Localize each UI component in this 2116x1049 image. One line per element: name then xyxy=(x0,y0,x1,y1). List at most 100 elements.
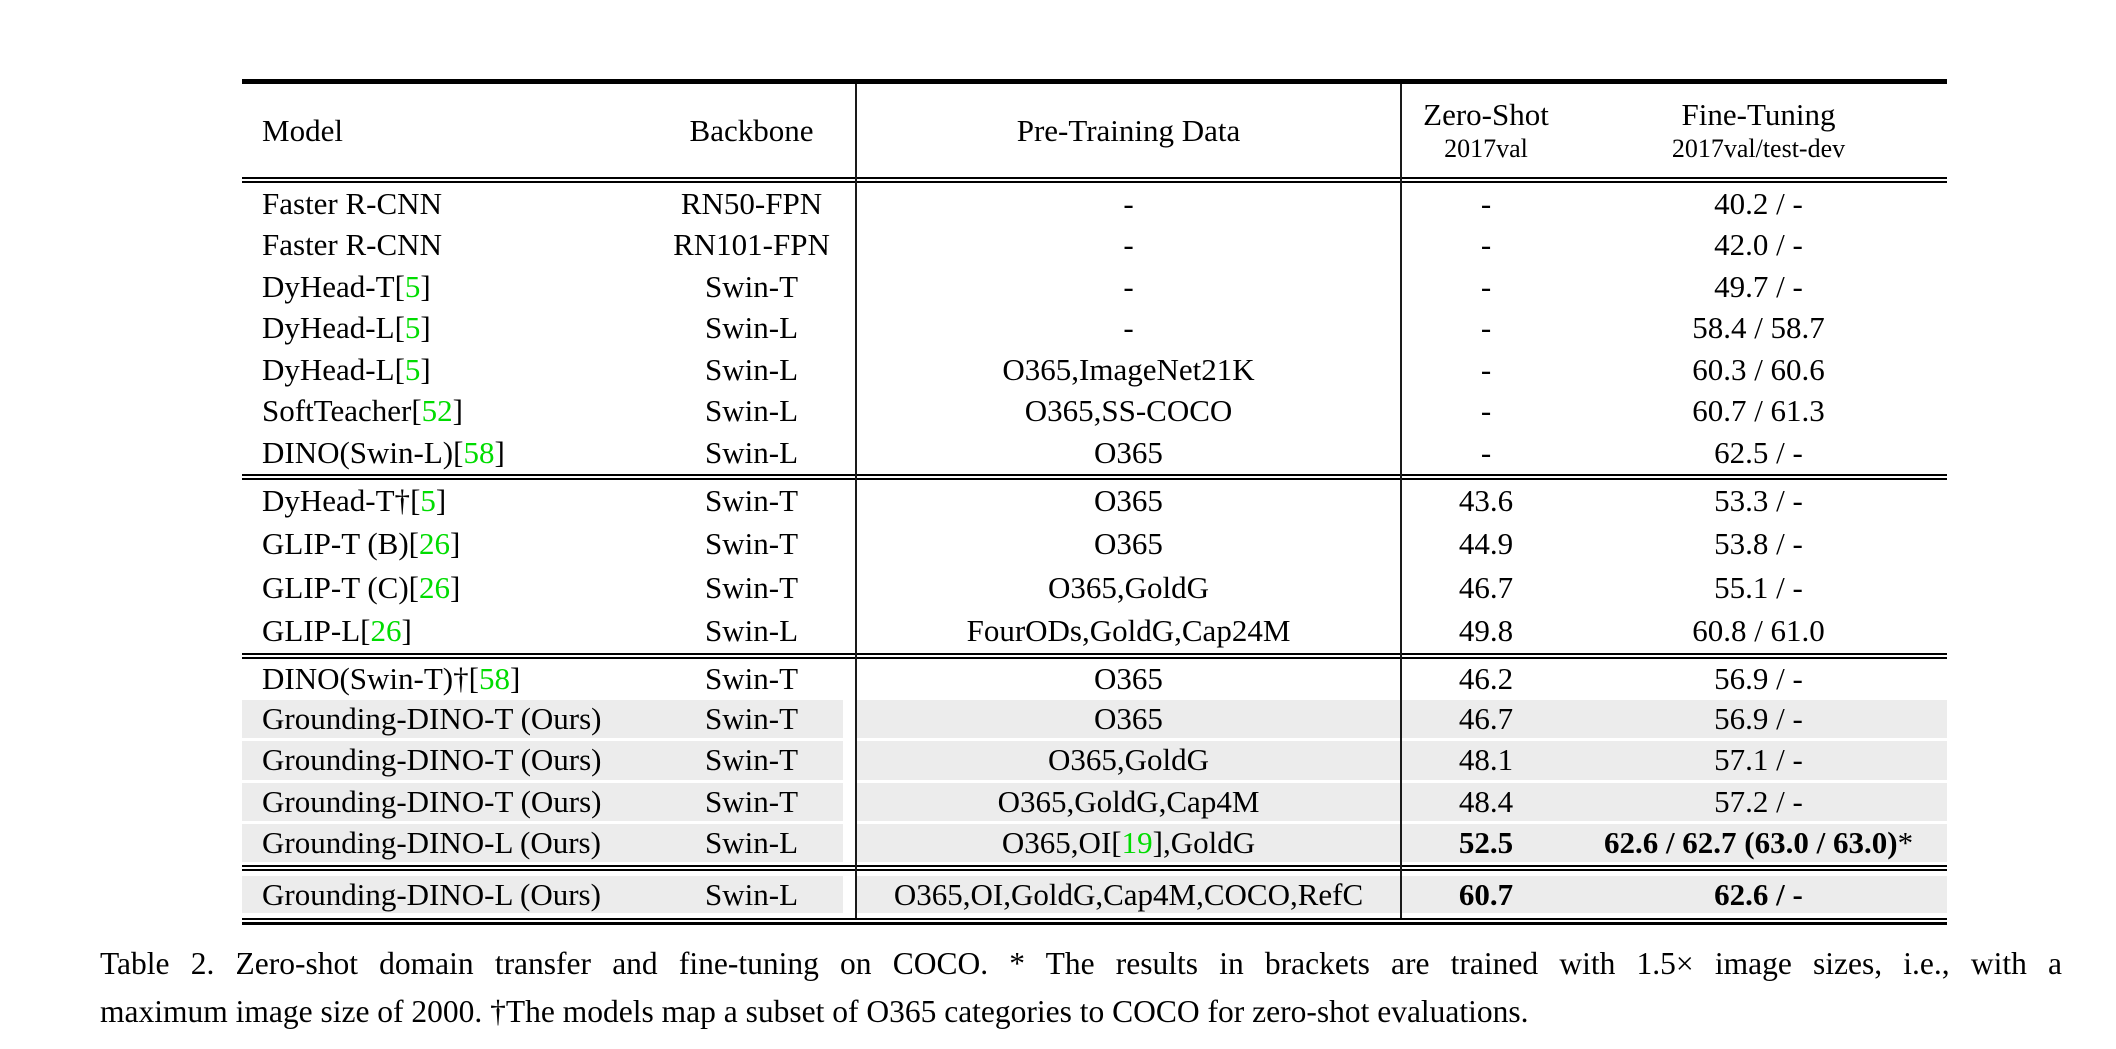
pretrain-text: O365 xyxy=(1094,526,1163,562)
fine-tuning-cell: 42.0 / - xyxy=(1570,225,1947,267)
citation-bracket-close: ] xyxy=(1152,825,1163,861)
fine-tuning-value: 49.7 / - xyxy=(1714,268,1803,304)
model-name: DyHead-T† xyxy=(262,483,411,519)
table-row: Faster R-CNN RN50-FPN - - 40.2 / - xyxy=(242,183,1947,225)
row-gap xyxy=(843,349,855,391)
citation-bracket-open: [ xyxy=(468,661,479,697)
model-name: Faster R-CNN xyxy=(262,227,442,263)
backbone-cell: Swin-T xyxy=(705,268,798,304)
pretrain-text: O365 xyxy=(1094,701,1163,737)
model-cell: DyHead-T [5] xyxy=(242,266,660,308)
backbone-cell: Swin-T xyxy=(660,699,843,739)
model-cell: SoftTeacher [52] xyxy=(242,391,660,433)
model-name: GLIP-L xyxy=(262,612,361,648)
table-block-4: Grounding-DINO-L (Ours) Swin-L O365,OI,G… xyxy=(242,871,1947,918)
header-zero-shot-subtitle: 2017val xyxy=(1444,134,1528,164)
fine-tuning-cell: 57.1 / - xyxy=(1570,741,1947,780)
fine-tuning-value: 53.8 / - xyxy=(1714,526,1803,562)
row-gap xyxy=(843,480,855,523)
model-cell: Faster R-CNN xyxy=(242,183,660,225)
backbone-cell: Swin-T xyxy=(705,526,798,562)
pretrain-text: - xyxy=(1123,310,1134,346)
row-gap xyxy=(843,266,855,308)
citation-bracket-close: ] xyxy=(401,612,412,648)
fine-tuning-cell: 62.6 / 62.7 (63.0 / 63.0) * xyxy=(1570,824,1947,863)
model-name: DINO(Swin-L) xyxy=(262,434,454,470)
zero-shot-value: - xyxy=(1480,434,1492,470)
fine-tuning-value: 40.2 / - xyxy=(1714,185,1803,221)
fine-tuning-value: 62.6 / - xyxy=(1714,876,1803,912)
pretrain-text: - xyxy=(1123,185,1134,221)
model-cell: Grounding-DINO-T (Ours) xyxy=(242,782,660,822)
fine-tuning-cell: 53.3 / - xyxy=(1570,480,1947,523)
zero-shot-cell: 52.5 xyxy=(1402,824,1570,863)
citation-number: 26 xyxy=(370,612,402,648)
citation-number: 19 xyxy=(1121,825,1153,861)
table-row: Faster R-CNN RN101-FPN - - 42.0 / - xyxy=(242,225,1947,267)
table-row: DyHead-L [5] Swin-L - - 58.4 / 58.7 xyxy=(242,308,1947,350)
block-separator-rule xyxy=(242,865,1947,872)
backbone-cell: Swin-T xyxy=(660,741,843,780)
model-name: Grounding-DINO-T (Ours) xyxy=(262,742,602,778)
citation-bracket-open: [ xyxy=(453,434,464,470)
zero-shot-value: - xyxy=(1480,351,1492,387)
zero-shot-cell: - xyxy=(1402,183,1570,225)
backbone-cell: Swin-L xyxy=(705,393,798,429)
zero-shot-value: 49.8 xyxy=(1458,612,1514,648)
model-name: GLIP-T (B) xyxy=(262,526,409,562)
pretrain-text: O365,SS-COCO xyxy=(1024,393,1233,429)
row-gap xyxy=(843,876,855,914)
model-name: DINO(Swin-T)† xyxy=(262,661,469,697)
header-zero-shot-title: Zero-Shot xyxy=(1423,96,1549,132)
zero-shot-value: - xyxy=(1480,393,1492,429)
row-gap xyxy=(843,566,855,609)
row-gap xyxy=(843,183,855,225)
citation-bracket-open: [ xyxy=(394,268,405,304)
fine-tuning-cell: 40.2 / - xyxy=(1570,183,1947,225)
zero-shot-cell: - xyxy=(1402,432,1570,474)
pretraining-data-cell: - xyxy=(857,266,1400,308)
model-name: SoftTeacher xyxy=(262,393,412,429)
model-cell: Grounding-DINO-T (Ours) xyxy=(242,699,660,739)
pretraining-data-cell: O365,OI,GoldG,Cap4M,COCO,RefC xyxy=(857,876,1400,914)
fine-tuning-cell: 53.8 / - xyxy=(1570,523,1947,566)
zero-shot-value: 52.5 xyxy=(1458,825,1514,861)
model-name: DyHead-T xyxy=(262,268,395,304)
pretraining-data-cell: O365,SS-COCO xyxy=(857,391,1400,433)
pretrain-text: O365 xyxy=(1094,661,1163,697)
pretrain-text: O365 xyxy=(1094,483,1163,519)
citation-bracket-open: [ xyxy=(1111,825,1122,861)
fine-tuning-value: 60.7 / 61.3 xyxy=(1692,393,1825,429)
citation-bracket-close: ] xyxy=(420,310,431,346)
row-gap xyxy=(843,523,855,566)
pretraining-data-cell: O365 xyxy=(857,659,1400,700)
pretraining-data-cell: O365 xyxy=(857,523,1400,566)
zero-shot-value: 48.1 xyxy=(1458,742,1514,778)
citation-bracket-close: ] xyxy=(450,526,461,562)
block-separator-rule xyxy=(242,473,1947,480)
backbone-cell: Swin-L xyxy=(705,310,798,346)
zero-shot-cell: 49.8 xyxy=(1402,609,1570,652)
zero-shot-cell: 43.6 xyxy=(1402,480,1570,523)
fine-tuning-value: 60.8 / 61.0 xyxy=(1692,612,1825,648)
model-cell: DINO(Swin-L) [58] xyxy=(242,432,660,474)
citation-number: 5 xyxy=(404,351,421,387)
zero-shot-cell: 46.7 xyxy=(1402,566,1570,609)
row-gap xyxy=(843,308,855,350)
pretrain-text: O365,GoldG xyxy=(1047,742,1210,778)
zero-shot-value: 44.9 xyxy=(1458,526,1514,562)
model-cell: Faster R-CNN xyxy=(242,225,660,267)
table-row: GLIP-T (B) [26] Swin-T O365 44.9 53.8 / … xyxy=(242,523,1947,566)
table-row: Grounding-DINO-T (Ours) Swin-T O365,Gold… xyxy=(242,782,1947,825)
zero-shot-value: 43.6 xyxy=(1458,483,1514,519)
column-divider-1 xyxy=(855,84,857,919)
pretraining-data-cell: O365,ImageNet21K xyxy=(857,349,1400,391)
fine-tuning-cell: 56.9 / - xyxy=(1570,699,1947,739)
header-backbone: Backbone xyxy=(689,112,814,148)
fine-tuning-value: 53.3 / - xyxy=(1714,483,1803,519)
table-row: Grounding-DINO-L (Ours) Swin-L O365,OI [… xyxy=(242,824,1947,866)
caption-line-1: Table 2. Zero-shot domain transfer and f… xyxy=(100,946,2062,981)
zero-shot-cell: 48.4 xyxy=(1402,782,1570,822)
table-row: GLIP-L [26] Swin-L FourODs,GoldG,Cap24M … xyxy=(242,609,1947,652)
